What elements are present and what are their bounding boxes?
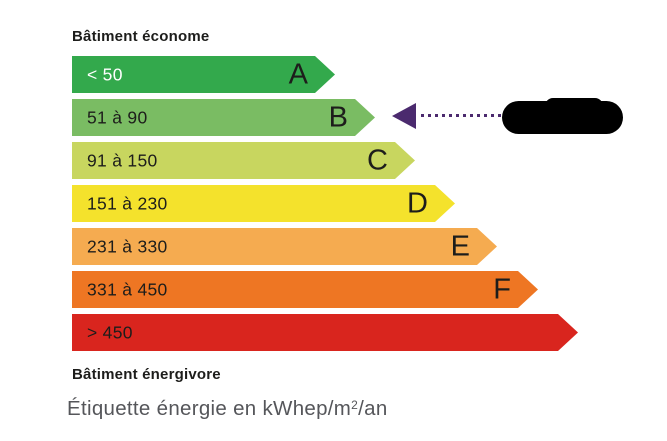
energy-class-scale: < 50 A 51 à 90 B 91 à 150 C 151 à 230 D … (72, 56, 578, 357)
label-caption: Étiquette énergie en kWhep/m2/an (67, 397, 388, 421)
energy-range-label: 231 à 330 (87, 236, 168, 256)
energy-range-label: 331 à 450 (87, 279, 168, 299)
energy-class-letter: A (288, 58, 308, 90)
energy-class-letter: D (407, 187, 428, 219)
energy-class-letter: C (367, 144, 388, 176)
energy-class-letter: B (328, 101, 348, 133)
caption-superscript: 2 (351, 398, 359, 412)
redacted-value-blob-edge (545, 98, 603, 114)
caption-prefix: Étiquette énergie en kWhep/m (67, 397, 352, 420)
energy-class-bar-g: > 450 (72, 314, 578, 351)
pointer-dotted-line (421, 114, 503, 117)
energy-class-bar-e: 231 à 330 E (72, 228, 497, 265)
energy-class-bar-d: 151 à 230 D (72, 185, 455, 222)
energy-class-letter: F (493, 273, 511, 305)
class-pointer-triangle-icon (392, 103, 416, 129)
energy-class-letter: E (450, 230, 470, 262)
caption-suffix: /an (358, 397, 388, 420)
energy-class-bar-b: 51 à 90 B (72, 99, 375, 136)
energy-class-bar-a: < 50 A (72, 56, 335, 93)
energy-intensive-building-label: Bâtiment énergivore (72, 366, 221, 383)
economical-building-label: Bâtiment économe (72, 28, 210, 45)
energy-range-label: 151 à 230 (87, 193, 168, 213)
energy-range-label: 91 à 150 (87, 150, 158, 170)
energy-class-bar-c: 91 à 150 C (72, 142, 415, 179)
energy-range-label: < 50 (87, 64, 123, 84)
energy-range-label: > 450 (87, 322, 133, 342)
energy-range-label: 51 à 90 (87, 107, 148, 127)
energy-class-bar-f: 331 à 450 F (72, 271, 538, 308)
